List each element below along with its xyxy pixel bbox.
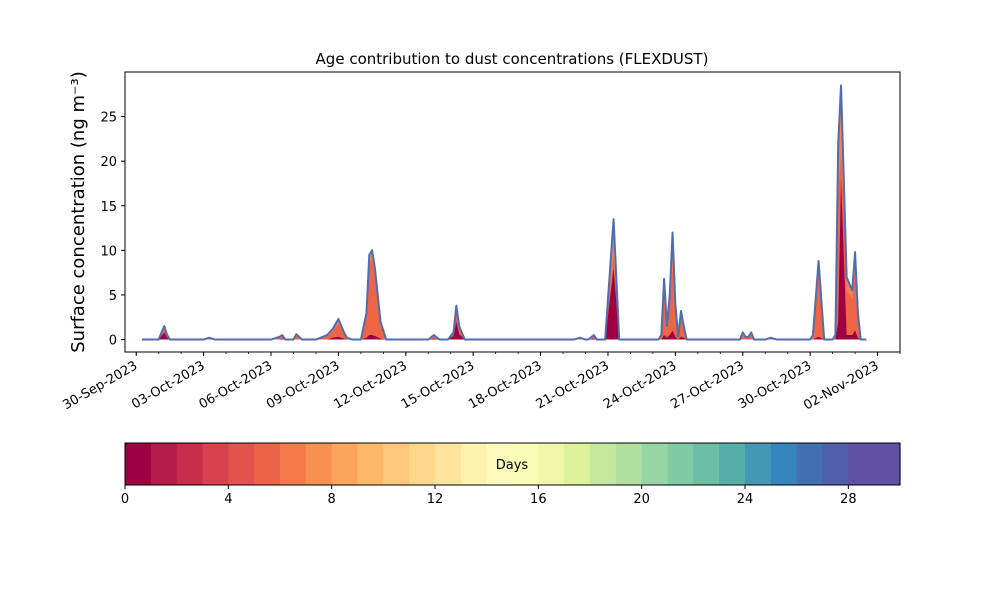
colorbar-swatch bbox=[150, 443, 178, 485]
colorbar-swatch bbox=[254, 443, 281, 485]
colorbar-swatch bbox=[357, 443, 384, 485]
x-tick-label: 15-Oct-2023 bbox=[399, 358, 477, 412]
colorbar-swatch bbox=[848, 443, 875, 485]
colorbar-swatch bbox=[693, 443, 720, 485]
x-tick-label: 18-Oct-2023 bbox=[466, 358, 544, 412]
colorbar-tick-label: 12 bbox=[427, 492, 444, 507]
colorbar-tick-label: 4 bbox=[224, 492, 232, 507]
colorbar-swatch bbox=[486, 443, 514, 485]
y-tick-label: 0 bbox=[109, 334, 117, 349]
colorbar-swatch bbox=[745, 443, 772, 485]
colorbar-swatch bbox=[822, 443, 849, 485]
colorbar-tick-label: 24 bbox=[737, 492, 754, 507]
colorbar-swatch bbox=[641, 443, 669, 485]
total-concentration-line bbox=[141, 84, 867, 341]
colorbar-swatch bbox=[874, 443, 901, 485]
chart-title: Age contribution to dust concentrations … bbox=[316, 50, 709, 68]
y-tick-label: 5 bbox=[109, 289, 117, 304]
colorbar-tick-label: 28 bbox=[840, 492, 857, 507]
x-tick-label: 21-Oct-2023 bbox=[534, 358, 612, 412]
x-tick-label: 02-Nov-2023 bbox=[801, 358, 881, 413]
colorbar-tick-label: 0 bbox=[121, 492, 129, 507]
colorbar-swatch bbox=[590, 443, 617, 485]
x-tick-label: 27-Oct-2023 bbox=[668, 358, 746, 412]
colorbar-swatch bbox=[538, 443, 565, 485]
colorbar-swatch bbox=[202, 443, 229, 485]
colorbar-swatch bbox=[125, 443, 152, 485]
colorbar-tick-label: 16 bbox=[530, 492, 547, 507]
colorbar-swatch bbox=[719, 443, 746, 485]
axes-frame bbox=[124, 71, 901, 353]
y-axis-ticks: 0 5 10 15 20 25 bbox=[100, 111, 125, 349]
colorbar-swatch bbox=[615, 443, 643, 485]
x-tick-label: 09-Oct-2023 bbox=[264, 358, 342, 412]
area-layer-recent bbox=[141, 152, 867, 340]
colorbar-ticks: 0 4 8 12 16 20 24 28 bbox=[121, 485, 857, 507]
colorbar-swatch bbox=[228, 443, 255, 485]
colorbar bbox=[125, 443, 901, 485]
colorbar-swatch bbox=[280, 443, 307, 485]
x-tick-label: 12-Oct-2023 bbox=[331, 358, 409, 412]
colorbar-swatch bbox=[409, 443, 436, 485]
colorbar-tick-label: 8 bbox=[328, 492, 336, 507]
colorbar-tick-label: 20 bbox=[633, 492, 650, 507]
y-tick-label: 25 bbox=[100, 111, 117, 126]
colorbar-swatch bbox=[770, 443, 798, 485]
colorbar-swatch bbox=[383, 443, 410, 485]
area-layer-older bbox=[141, 85, 867, 340]
y-axis-label: Surface concentration (ng m⁻³) bbox=[68, 71, 89, 353]
y-tick-label: 20 bbox=[100, 155, 117, 170]
y-tick-label: 15 bbox=[100, 200, 117, 215]
colorbar-swatch bbox=[305, 443, 333, 485]
x-tick-label: 30-Sep-2023 bbox=[60, 358, 140, 413]
colorbar-swatch bbox=[460, 443, 488, 485]
x-axis-ticks: 30-Sep-202303-Oct-202306-Oct-202309-Oct-… bbox=[60, 352, 901, 413]
area-layer-fresh bbox=[141, 179, 867, 340]
x-tick-label: 06-Oct-2023 bbox=[197, 358, 275, 412]
x-tick-label: 03-Oct-2023 bbox=[129, 358, 207, 412]
colorbar-swatch bbox=[796, 443, 824, 485]
y-tick-label: 10 bbox=[100, 244, 117, 259]
colorbar-swatch bbox=[512, 443, 539, 485]
colorbar-swatch bbox=[331, 443, 359, 485]
colorbar-swatch bbox=[176, 443, 204, 485]
colorbar-swatch bbox=[667, 443, 694, 485]
colorbar-swatch bbox=[564, 443, 591, 485]
colorbar-label: Days bbox=[496, 458, 529, 473]
colorbar-frame bbox=[124, 442, 901, 486]
colorbar-swatch bbox=[435, 443, 462, 485]
x-tick-label: 24-Oct-2023 bbox=[601, 358, 679, 412]
plot-area bbox=[141, 84, 867, 341]
